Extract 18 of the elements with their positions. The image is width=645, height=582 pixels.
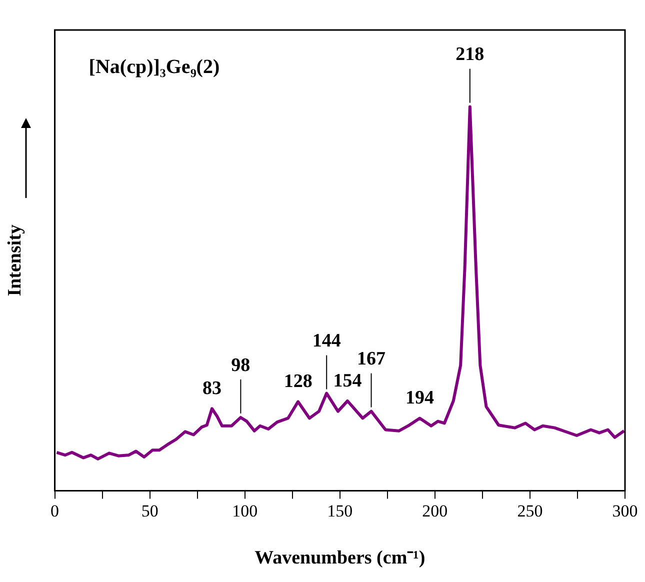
x-axis-title: Wavenumbers (cm⁻¹) — [254, 548, 426, 569]
x-tick-label: 50 — [141, 501, 158, 520]
annotation: 144 — [312, 330, 342, 352]
annotation: 128 — [284, 371, 312, 392]
annotation: 167 — [357, 348, 386, 370]
text: [Na(cp)]₃Ge₉(2) — [88, 56, 220, 78]
x-tick-label: 200 — [422, 501, 448, 520]
x-tick-label: 150 — [327, 501, 353, 520]
annotation: 154 — [333, 370, 362, 392]
y-axis-title: Intensity — [4, 224, 26, 296]
annotation: 98 — [231, 354, 250, 376]
x-tick-label: 250 — [517, 501, 543, 520]
x-tick-label: 100 — [232, 501, 258, 520]
annotation: 218 — [456, 44, 484, 66]
x-tick-label: 0 — [50, 501, 60, 520]
x-tick-label: 300 — [612, 501, 638, 520]
annotation: 194 — [405, 388, 434, 409]
annotation: 83 — [202, 378, 222, 400]
